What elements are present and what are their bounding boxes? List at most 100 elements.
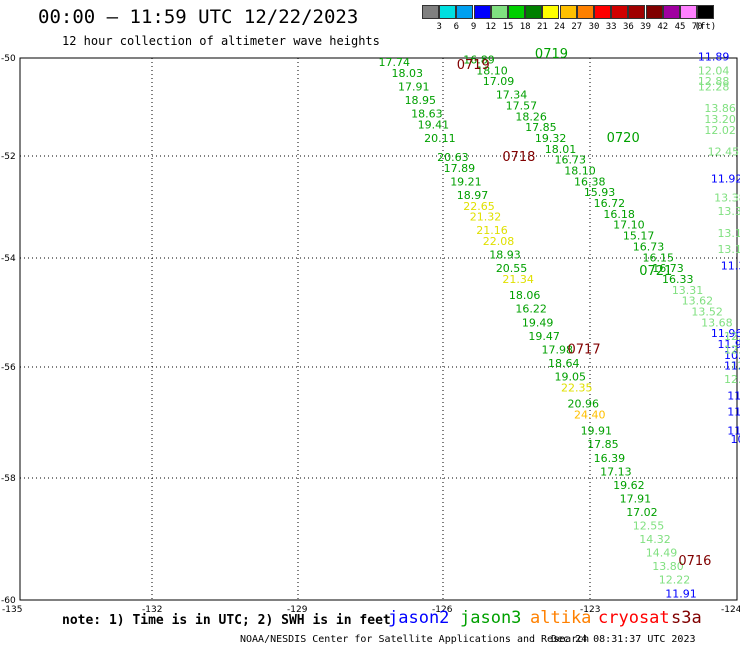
color-scale-swatch [559, 5, 577, 19]
data-point-label: 17.10 [613, 219, 645, 232]
data-point-label: 10.66 [730, 433, 740, 446]
color-scale-swatch [594, 5, 611, 19]
data-point-label: 11.81 [724, 360, 740, 373]
color-scale-label: 70 [691, 22, 703, 32]
color-scale-label: 15 [502, 22, 514, 32]
color-scale-swatch [422, 5, 439, 19]
pass-time-label: 0719 [535, 47, 568, 62]
color-scale-label: 39 [640, 22, 652, 32]
data-point-label: 11.91 [665, 587, 697, 600]
data-point-label: 11.96 [711, 327, 740, 340]
color-scale-label: 24 [554, 22, 566, 32]
x-tick-label: -124 [721, 605, 740, 615]
data-point-label: 13.17 [717, 243, 740, 256]
x-tick-label: -126 [432, 605, 453, 615]
data-point-label: 19.49 [522, 316, 554, 329]
color-scale-label: 33 [605, 22, 617, 32]
data-point-label: 19.62 [613, 479, 645, 492]
data-point-label: 12.45 [708, 146, 740, 159]
data-point-label: 17.09 [483, 75, 514, 88]
data-point-label: 18.97 [457, 189, 489, 202]
data-point-label: 19.47 [528, 330, 560, 343]
data-point-label: 11.99 [717, 338, 740, 351]
data-point-label: 12.28 [698, 81, 730, 94]
pass-time-label: 0718 [502, 150, 535, 165]
data-point-label: 11.38 [721, 259, 740, 272]
pass-time-label: 0719 [457, 58, 490, 73]
data-point-label: 15.17 [623, 230, 655, 243]
satellite-legend-jason3: jason3 [460, 608, 522, 628]
data-point-label: 15.93 [584, 186, 616, 199]
data-point-label: 16.72 [594, 197, 626, 210]
color-scale-swatch [662, 5, 680, 19]
data-point-label: 18.06 [509, 289, 541, 302]
page-subtitle: 12 hour collection of altimeter wave hei… [62, 34, 380, 48]
data-point-label: 24.40 [574, 408, 606, 421]
color-scale-swatch [490, 5, 508, 19]
data-point-label: 20.63 [437, 151, 469, 164]
data-point-label: 18.95 [405, 94, 437, 107]
data-point-label: 14.32 [639, 533, 671, 546]
data-point-label: 11.92 [711, 173, 740, 186]
color-scale-label: 30 [588, 22, 600, 32]
data-point-label: 16.22 [515, 303, 547, 316]
color-scale-label: 45 [674, 22, 686, 32]
data-point-label: 19.21 [450, 175, 482, 188]
color-scale-label: 18 [519, 22, 531, 32]
data-point-label: 12.19 [724, 373, 740, 386]
color-scale-swatch [611, 5, 629, 19]
data-point-label: 17.85 [525, 121, 557, 134]
data-point-label: 12.04 [698, 64, 730, 77]
color-scale-label: 42 [657, 22, 669, 32]
data-point-label: 11.42 [727, 406, 740, 419]
data-point-label: 17.89 [444, 162, 476, 175]
color-scale-swatch [697, 5, 715, 19]
color-scale-swatch [439, 5, 457, 19]
data-point-label: 21.32 [470, 211, 502, 224]
color-scale-unit: (ft) [694, 22, 717, 32]
y-tick-label: -58 [1, 474, 16, 484]
data-point-label: 11.23 [727, 389, 740, 402]
data-point-label: 22.65 [463, 200, 495, 213]
data-point-label: 17.02 [626, 506, 658, 519]
data-point-label: 12.13 [730, 360, 740, 373]
color-scale-label: 6 [453, 22, 460, 32]
data-point-label: 18.01 [545, 143, 577, 156]
x-tick-label: -129 [287, 605, 308, 615]
data-point-label: 10.69 [724, 349, 740, 362]
data-point-label: 19.05 [554, 370, 586, 383]
data-point-label: 19.32 [535, 132, 567, 145]
color-scale-label: 27 [571, 22, 583, 32]
color-scale-swatch [456, 5, 474, 19]
credit-text: NOAA/NESDIS Center for Satellite Applica… [240, 634, 590, 645]
data-point-label: 19.91 [581, 425, 613, 438]
data-point-label: 13.12 [717, 227, 740, 240]
data-point-label: 14.49 [646, 547, 678, 560]
data-point-label: 16.39 [594, 452, 626, 465]
data-point-label: 13.31 [672, 284, 704, 297]
data-point-label: 18.64 [548, 357, 580, 370]
data-point-label: 17.98 [541, 343, 573, 356]
color-scale-swatch [576, 5, 594, 19]
color-scale-swatch [628, 5, 646, 19]
generated-timestamp: Dec 24 08:31:37 UTC 2023 [551, 634, 696, 645]
data-point-label: 21.34 [502, 273, 534, 286]
x-tick-label: -132 [142, 605, 162, 615]
color-scale-swatch [542, 5, 560, 19]
plot-frame [19, 57, 738, 601]
data-point-label: 16.38 [574, 175, 606, 188]
data-point-label: 20.55 [496, 262, 528, 275]
data-point-label: 16.89 [463, 53, 495, 66]
data-point-label: 18.10 [564, 165, 596, 178]
data-point-label: 17.34 [496, 89, 528, 102]
data-point-label: 13.68 [701, 316, 733, 329]
data-point-label: 16.73 [652, 262, 684, 275]
data-point-label: 16.73 [554, 154, 586, 167]
color-scale-swatch [525, 5, 543, 19]
pass-time-label: 0716 [678, 554, 711, 569]
data-point-label: 12.17 [724, 343, 740, 356]
data-point-label: 17.85 [587, 438, 619, 451]
data-point-label: 12.55 [633, 520, 665, 533]
data-point-label: 17.91 [620, 492, 652, 505]
